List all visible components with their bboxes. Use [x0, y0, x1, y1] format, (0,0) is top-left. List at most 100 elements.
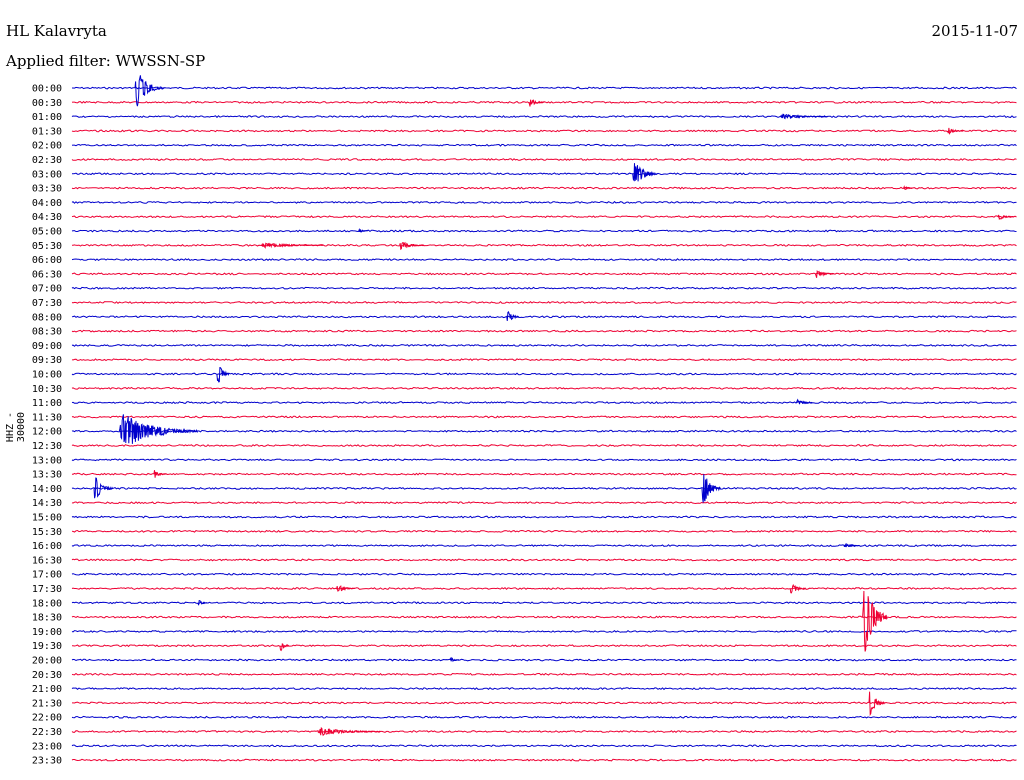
row-time-label: 20:00 [32, 656, 62, 667]
seismic-event [701, 474, 722, 503]
trace-row [71, 329, 1017, 333]
row-time-label: 23:30 [32, 756, 62, 767]
row-time-label: 17:30 [32, 584, 62, 595]
trace-row [72, 701, 1017, 705]
row-time-label: 13:00 [32, 455, 62, 466]
row-time-label: 10:00 [32, 370, 62, 381]
seismic-event [449, 656, 459, 663]
trace-row [71, 544, 1017, 548]
seismic-event [843, 542, 860, 548]
seismic-event [903, 185, 913, 190]
trace-row [71, 401, 1017, 405]
trace-row [71, 629, 1017, 633]
row-time-label: 09:30 [32, 355, 62, 366]
trace-row [71, 158, 1017, 161]
seismic-event [789, 583, 806, 594]
trace-row [71, 415, 1017, 419]
row-time-label: 06:00 [32, 255, 62, 266]
row-time-label: 05:00 [32, 227, 62, 238]
seismic-event [134, 75, 164, 107]
row-time-label: 06:30 [32, 269, 62, 280]
trace-row [71, 343, 1017, 347]
row-time-label: 02:30 [32, 155, 62, 166]
trace-row [71, 286, 1017, 290]
record-date: 2015-11-07 [931, 22, 1018, 40]
row-time-label: 21:00 [32, 684, 62, 695]
seismic-event [216, 367, 230, 383]
trace-row [71, 258, 1017, 262]
row-time-label: 10:30 [32, 384, 62, 395]
seismic-event [118, 414, 198, 444]
row-time-label: 08:00 [32, 312, 62, 323]
trace-row [71, 730, 1017, 733]
seismic-event [93, 477, 114, 499]
row-time-label: 05:30 [32, 241, 62, 252]
trace-row [71, 472, 1017, 476]
row-time-label: 12:30 [32, 441, 62, 452]
trace-row [71, 658, 1017, 662]
row-time-label: 15:30 [32, 527, 62, 538]
seismic-event [506, 311, 520, 321]
row-time-label: 14:30 [32, 498, 62, 509]
row-time-label: 13:30 [32, 470, 62, 481]
trace-row [71, 143, 1017, 147]
seismic-event [796, 398, 813, 405]
trace-row [71, 358, 1017, 362]
seismic-event [868, 691, 886, 717]
trace-row [71, 572, 1017, 576]
seismic-event [279, 643, 290, 652]
seismic-event [632, 163, 658, 182]
seismic-event [528, 99, 545, 107]
row-time-label: 20:30 [32, 670, 62, 681]
trace-row [71, 200, 1017, 204]
seismic-event [336, 585, 356, 592]
trace-row [71, 586, 1017, 591]
row-time-label: 03:30 [32, 184, 62, 195]
row-time-label: 04:00 [32, 198, 62, 209]
row-time-label: 11:30 [32, 412, 62, 423]
seismic-event [862, 590, 888, 652]
trace-row [71, 243, 1017, 247]
row-time-label: 16:30 [32, 555, 62, 566]
seismic-event [153, 470, 167, 478]
trace-row [71, 601, 1017, 605]
trace-row [71, 129, 1017, 133]
seismic-event [814, 269, 835, 278]
row-time-label: 23:00 [32, 741, 62, 752]
trace-row [71, 429, 1017, 433]
trace-row [71, 672, 1017, 676]
trace-row [71, 458, 1017, 462]
trace-row [71, 558, 1017, 562]
seismic-event [399, 241, 425, 251]
row-time-label: 18:00 [32, 598, 62, 609]
seismic-event [197, 600, 208, 606]
trace-row [71, 744, 1017, 748]
row-time-label: 15:00 [32, 513, 62, 524]
trace-row [71, 372, 1017, 376]
trace-row [72, 644, 1017, 648]
row-time-label: 04:30 [32, 212, 62, 223]
row-time-label: 22:30 [32, 727, 62, 738]
trace-row [71, 386, 1017, 390]
seismic-event [358, 228, 368, 233]
trace-row [71, 687, 1017, 691]
trace-row [71, 229, 1017, 233]
seismic-event [997, 214, 1014, 221]
trace-row [71, 486, 1017, 490]
row-time-label: 22:00 [32, 713, 62, 724]
row-time-label: 00:00 [32, 84, 62, 95]
trace-row [71, 715, 1017, 719]
trace-row [71, 515, 1017, 519]
row-time-label: 02:00 [32, 141, 62, 152]
seismic-event [780, 113, 828, 120]
seismic-event [317, 727, 381, 737]
row-time-label: 14:00 [32, 484, 62, 495]
row-time-label: 01:30 [32, 126, 62, 137]
trace-row [71, 301, 1017, 304]
row-time-label: 18:30 [32, 613, 62, 624]
filter-label: Applied filter: WWSSN-SP [6, 52, 206, 70]
trace-row [71, 172, 1017, 176]
row-time-label: 19:00 [32, 627, 62, 638]
row-time-label: 12:00 [32, 427, 62, 438]
